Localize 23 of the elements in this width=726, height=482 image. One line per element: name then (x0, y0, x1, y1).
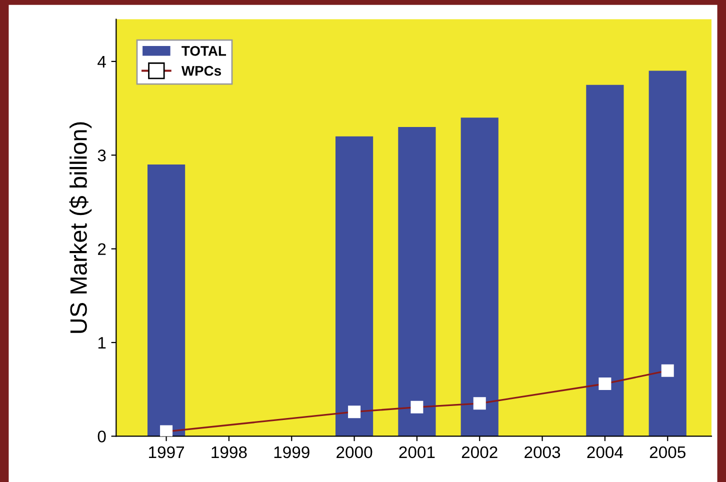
x-tick-label: 2005 (650, 446, 686, 458)
y-axis-title: US Market ($ billion) (69, 122, 92, 333)
x-tick-label: 2003 (524, 446, 560, 458)
x-tick-label: 1999 (274, 446, 310, 458)
x-tick-label: 1997 (149, 446, 184, 458)
x-tick-label: 2001 (399, 446, 435, 458)
y-tick-label: 4 (98, 56, 106, 68)
bar (398, 127, 436, 436)
y-tick-label: 1 (98, 337, 106, 349)
x-tick-label: 2004 (587, 446, 623, 458)
x-tick-label: 1998 (212, 446, 247, 458)
y-tick-label: 0 (98, 430, 106, 442)
x-tick-label: 2000 (336, 446, 372, 458)
bar (460, 118, 498, 436)
bar (335, 136, 374, 436)
bar (147, 164, 186, 436)
legend-label: TOTAL (182, 46, 226, 56)
bar (586, 84, 624, 436)
x-tick-label: 2002 (462, 446, 498, 458)
legend-label: WPCs (181, 66, 221, 76)
bar (648, 70, 686, 436)
y-tick-label: 3 (98, 150, 106, 162)
y-tick-label: 2 (98, 243, 106, 255)
